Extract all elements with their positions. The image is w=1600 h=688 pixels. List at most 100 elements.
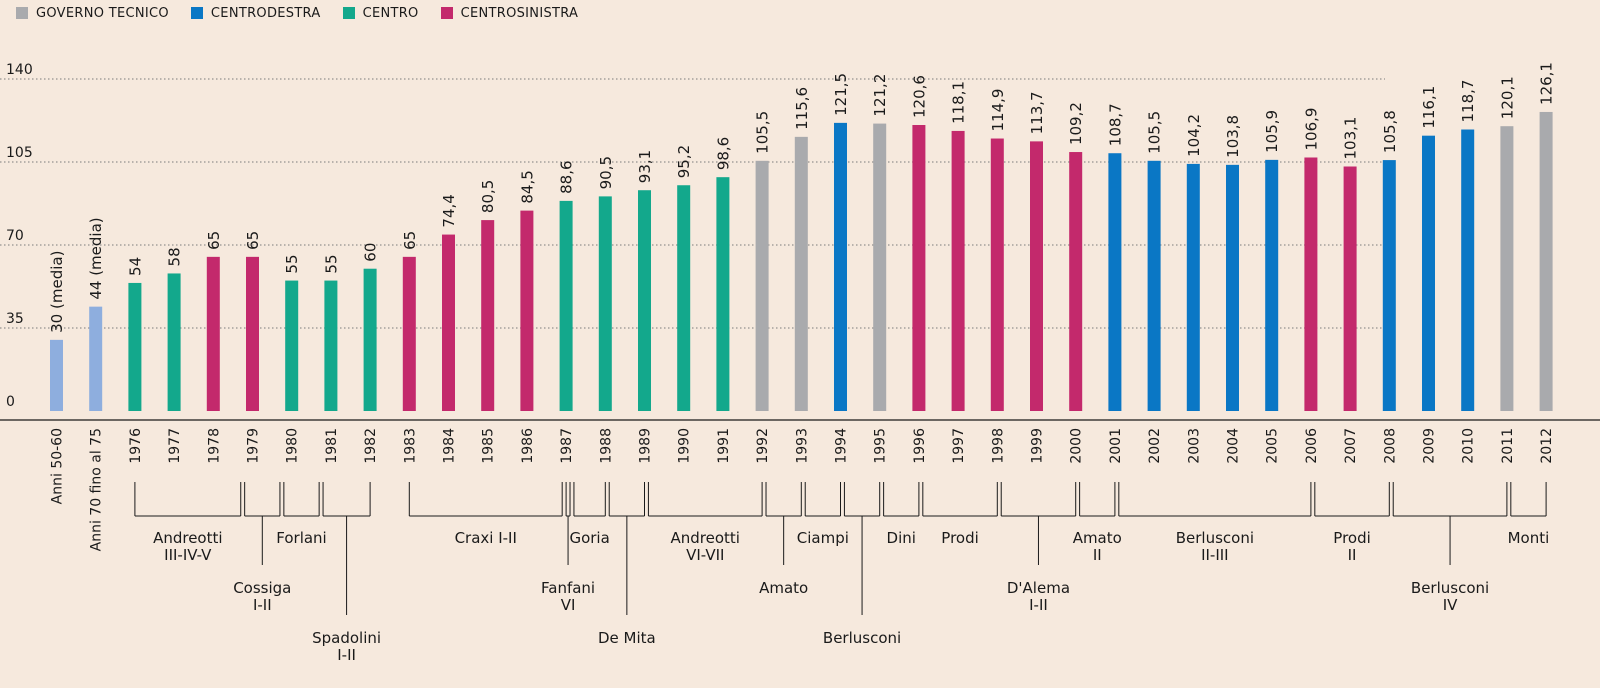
bar [755, 160, 769, 411]
value-label: 103,8 [1224, 115, 1242, 158]
bars [50, 111, 1553, 412]
x-tick-label: 2003 [1186, 428, 1202, 464]
x-tick-label: 1980 [285, 428, 301, 464]
government-label: II-III [1201, 546, 1229, 564]
value-label: 105,5 [754, 111, 772, 154]
value-label: 121,5 [832, 73, 850, 116]
bar [442, 234, 455, 411]
x-tick-label: 2012 [1539, 428, 1555, 464]
x-tick-label: 2010 [1461, 428, 1477, 464]
value-label: 118,7 [1459, 80, 1477, 123]
bar [1147, 160, 1161, 411]
value-label: 115,6 [793, 87, 811, 130]
value-label: 58 [166, 247, 184, 266]
bar [1382, 160, 1396, 411]
bar [716, 177, 730, 411]
x-tick-label: 2004 [1226, 428, 1242, 464]
government-label: II [1093, 546, 1102, 564]
bar [638, 190, 651, 411]
x-tick-label: 1978 [206, 428, 222, 464]
bar [324, 280, 338, 411]
government-label: Forlani [276, 529, 326, 547]
bar [520, 210, 534, 411]
government-label: Monti [1508, 529, 1550, 547]
value-label: 103,1 [1342, 117, 1360, 160]
government-label: Andreotti [153, 529, 222, 547]
value-label: 114,9 [989, 89, 1007, 132]
y-axis-ticks: 0 35 70 105 140 [6, 62, 33, 410]
value-label: 104,2 [1185, 114, 1203, 157]
government-label: IV [1443, 596, 1458, 614]
x-tick-label: 1981 [324, 428, 340, 464]
value-label: 120,6 [910, 75, 928, 118]
government-bracket: Ciampi [797, 482, 849, 547]
government-label: Prodi [941, 529, 979, 547]
government-bracket: Craxi I-II [408, 482, 563, 547]
government-label: Craxi I-II [455, 529, 517, 547]
government-label: Berlusconi [1176, 529, 1254, 547]
government-label: Berlusconi [1411, 579, 1489, 597]
bar [951, 130, 965, 412]
y-tick-label: 140 [6, 62, 33, 78]
value-label: 30 (media) [48, 251, 66, 333]
y-tick-label: 105 [6, 145, 33, 161]
government-label: Prodi [1333, 529, 1371, 547]
government-label: II [1348, 546, 1357, 564]
bar [1500, 126, 1514, 411]
value-label: 121,2 [871, 74, 889, 117]
value-label: 84,5 [518, 170, 536, 203]
bar [363, 268, 377, 411]
bar [873, 123, 887, 411]
value-label: 108,7 [1106, 103, 1124, 146]
value-label: 106,9 [1302, 108, 1320, 151]
legend-item: CENTRO [342, 6, 419, 21]
legend-item: CENTROSINISTRA [440, 5, 579, 21]
legend-swatch [16, 7, 28, 19]
x-tick-label: 1982 [363, 428, 379, 464]
legend-swatch [342, 7, 355, 19]
bar [1186, 163, 1200, 411]
value-label: 93,1 [636, 150, 654, 183]
legend: GOVERNO TECNICO CENTRODESTRA CENTRO CENTROS… [16, 4, 600, 22]
government-bracket: Berlusconi [823, 482, 901, 647]
government-label: I-II [253, 596, 272, 614]
government-label: Spadolini [312, 629, 381, 647]
government-label: Ciampi [797, 529, 849, 547]
bar [1539, 111, 1553, 411]
government-label: VI [561, 596, 576, 614]
value-label: 105,8 [1381, 110, 1399, 153]
x-tick-label: 1990 [677, 428, 693, 464]
x-tick-label: 1989 [638, 428, 654, 464]
government-brackets: AndreottiIII-IV-VCossigaI-IIForlaniSpado… [134, 482, 1550, 664]
x-tick-label: Anni 50-60 [50, 428, 66, 504]
bar [89, 306, 103, 411]
x-tick-label: 1991 [716, 428, 732, 464]
legend-label: CENTROSINISTRA [460, 5, 579, 21]
value-label: 109,2 [1067, 102, 1085, 145]
gridlines [0, 78, 1385, 329]
value-label: 113,7 [1028, 91, 1046, 134]
value-label: 65 [401, 231, 419, 250]
x-tick-label: Anni 70 fino al 75 [89, 428, 105, 551]
bar [1461, 129, 1475, 412]
bar [1343, 166, 1357, 411]
y-tick-label: 0 [6, 394, 15, 410]
value-label: 116,1 [1420, 86, 1438, 129]
bar [559, 200, 573, 411]
value-label: 105,5 [1146, 111, 1164, 154]
x-tick-label: 2000 [1069, 428, 1085, 464]
bar [167, 273, 181, 411]
x-tick-label: 1984 [442, 428, 458, 464]
bar [481, 220, 495, 411]
value-label: 126,1 [1538, 62, 1556, 105]
x-tick-label: 1996 [912, 428, 928, 464]
x-tick-label: 2008 [1382, 428, 1398, 464]
bar [677, 185, 691, 411]
x-tick-label: 1995 [873, 428, 889, 464]
x-tick-label: 1988 [598, 428, 614, 464]
